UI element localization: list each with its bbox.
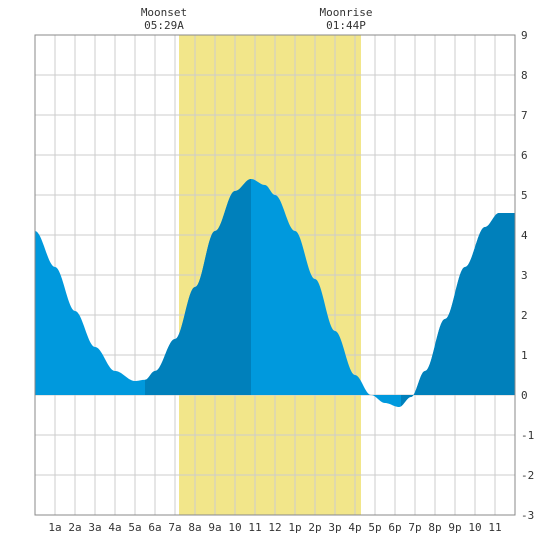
x-tick-label: 9p	[448, 521, 461, 534]
moon-annotation-label: Moonrise	[320, 6, 373, 19]
y-tick-label: 8	[521, 69, 528, 82]
y-tick-label: -3	[521, 509, 534, 522]
y-tick-label: 0	[521, 389, 528, 402]
y-tick-label: 7	[521, 109, 528, 122]
y-tick-label: 1	[521, 349, 528, 362]
x-tick-label: 8p	[428, 521, 441, 534]
y-tick-label: -2	[521, 469, 534, 482]
y-tick-label: 6	[521, 149, 528, 162]
moon-annotation-time: 05:29A	[144, 19, 184, 32]
tide-area	[35, 179, 515, 407]
x-tick-label: 11	[248, 521, 261, 534]
x-tick-label: 5a	[128, 521, 141, 534]
y-tick-label: 5	[521, 189, 528, 202]
y-tick-label: 9	[521, 29, 528, 42]
moon-annotation-time: 01:44P	[326, 19, 366, 32]
x-tick-label: 1p	[288, 521, 301, 534]
y-tick-labels: -3 -2 -1 0 1 2 3 4 5 6 7 8 9	[521, 29, 534, 522]
x-tick-label: 6p	[388, 521, 401, 534]
x-tick-label: 7a	[168, 521, 181, 534]
y-tick-label: 2	[521, 309, 528, 322]
y-tick-label: 4	[521, 229, 528, 242]
x-tick-label: 5p	[368, 521, 381, 534]
y-tick-label: -1	[521, 429, 534, 442]
tide-area-layer	[35, 179, 515, 407]
x-tick-label: 11	[488, 521, 501, 534]
x-tick-label: 12	[268, 521, 281, 534]
x-tick-label: 8a	[188, 521, 201, 534]
x-tick-label: 10	[468, 521, 481, 534]
x-tick-label: 4a	[108, 521, 121, 534]
y-tick-label: 3	[521, 269, 528, 282]
x-tick-label: 3p	[328, 521, 341, 534]
x-tick-label: 7p	[408, 521, 421, 534]
plot-border	[34, 34, 516, 516]
tide-area-dark-1	[145, 179, 251, 395]
moon-annotation-label: Moonset	[141, 6, 187, 19]
x-tick-label: 6a	[148, 521, 161, 534]
x-tick-label: 10	[228, 521, 241, 534]
x-tick-label: 3a	[88, 521, 101, 534]
x-tick-label: 2p	[308, 521, 321, 534]
x-tick-label: 9a	[208, 521, 221, 534]
tide-area-dark-2	[401, 213, 515, 407]
x-tick-labels: 1a 2a 3a 4a 5a 6a 7a 8a 9a 10 11 12 1p 2p 3p 4p 5p 6p 7p 8p…	[48, 521, 501, 534]
x-tick-label: 1a	[48, 521, 61, 534]
x-tick-label: 2a	[68, 521, 81, 534]
x-tick-label: 4p	[348, 521, 361, 534]
